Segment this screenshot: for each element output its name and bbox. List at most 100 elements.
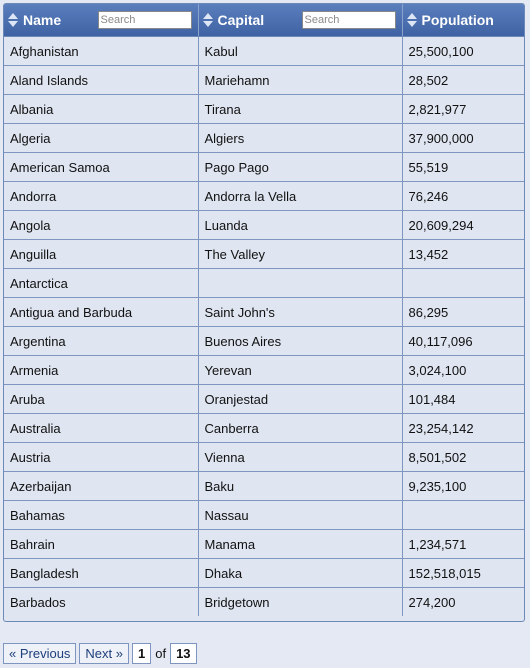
- cell-name: Algeria: [4, 123, 199, 153]
- cell-population: 40,117,096: [402, 326, 524, 356]
- cell-name: Andorra: [4, 181, 199, 211]
- table-row[interactable]: Anguilla The Valley 13,452: [4, 239, 524, 269]
- cell-name: Aland Islands: [4, 65, 199, 95]
- column-label-population[interactable]: Population: [421, 12, 494, 28]
- cell-name: Aruba: [4, 384, 199, 414]
- column-header-population[interactable]: Population: [402, 4, 524, 37]
- cell-name: Afghanistan: [4, 36, 199, 66]
- table-row[interactable]: Algeria Algiers 37,900,000: [4, 123, 524, 153]
- cell-name: Azerbaijan: [4, 471, 199, 501]
- table-row[interactable]: Bangladesh Dhaka 152,518,015: [4, 558, 524, 588]
- cell-capital: Algiers: [198, 123, 403, 153]
- table-row[interactable]: Aland Islands Mariehamn 28,502: [4, 65, 524, 95]
- cell-population: 23,254,142: [402, 413, 524, 443]
- cell-name: Austria: [4, 442, 199, 472]
- column-header-name[interactable]: Name: [4, 4, 199, 37]
- cell-population: 37,900,000: [402, 123, 524, 153]
- cell-population: 25,500,100: [402, 36, 524, 66]
- cell-name: American Samoa: [4, 152, 199, 182]
- table-row[interactable]: Bahamas Nassau: [4, 500, 524, 530]
- sort-updown-icon[interactable]: [406, 13, 417, 27]
- cell-capital: Oranjestad: [198, 384, 403, 414]
- cell-name: Antigua and Barbuda: [4, 297, 199, 327]
- cell-population: 2,821,977: [402, 94, 524, 124]
- table-row[interactable]: Barbados Bridgetown 274,200: [4, 587, 524, 616]
- cell-capital: Andorra la Vella: [198, 181, 403, 211]
- previous-page-button[interactable]: « Previous: [3, 643, 77, 664]
- name-search-input[interactable]: [97, 11, 192, 29]
- cell-capital: [198, 268, 403, 298]
- cell-population: 55,519: [402, 152, 524, 182]
- cell-name: Antarctica: [4, 268, 199, 298]
- next-page-button[interactable]: Next »: [79, 643, 129, 664]
- cell-capital: The Valley: [198, 239, 403, 269]
- cell-population: 152,518,015: [402, 558, 524, 588]
- cell-population: 86,295: [402, 297, 524, 327]
- table-row[interactable]: Antigua and Barbuda Saint John's 86,295: [4, 297, 524, 327]
- cell-capital: Bridgetown: [198, 587, 403, 616]
- cell-population: 28,502: [402, 65, 524, 95]
- cell-capital: Canberra: [198, 413, 403, 443]
- column-label-name[interactable]: Name: [23, 12, 62, 28]
- cell-capital: Vienna: [198, 442, 403, 472]
- cell-population: 8,501,502: [402, 442, 524, 472]
- capital-search-input[interactable]: [301, 11, 396, 29]
- table-row[interactable]: Austria Vienna 8,501,502: [4, 442, 524, 472]
- cell-population: 3,024,100: [402, 355, 524, 385]
- cell-capital: Luanda: [198, 210, 403, 240]
- cell-population: [402, 500, 524, 530]
- cell-capital: Nassau: [198, 500, 403, 530]
- pagination: « Previous Next » 1 of 13: [3, 643, 197, 664]
- cell-capital: Baku: [198, 471, 403, 501]
- table-row[interactable]: Antarctica: [4, 268, 524, 298]
- table-row[interactable]: Afghanistan Kabul 25,500,100: [4, 36, 524, 66]
- table-row[interactable]: Australia Canberra 23,254,142: [4, 413, 524, 443]
- cell-population: 1,234,571: [402, 529, 524, 559]
- cell-name: Barbados: [4, 587, 199, 616]
- sort-updown-icon[interactable]: [8, 13, 18, 27]
- cell-capital: Yerevan: [198, 355, 403, 385]
- cell-population: [402, 268, 524, 298]
- table-row[interactable]: American Samoa Pago Pago 55,519: [4, 152, 524, 182]
- cell-population: 13,452: [402, 239, 524, 269]
- cell-name: Bangladesh: [4, 558, 199, 588]
- table-row[interactable]: Armenia Yerevan 3,024,100: [4, 355, 524, 385]
- table-row[interactable]: Aruba Oranjestad 101,484: [4, 384, 524, 414]
- page-of-label: of: [155, 646, 167, 661]
- cell-population: 20,609,294: [402, 210, 524, 240]
- cell-population: 76,246: [402, 181, 524, 211]
- table-row[interactable]: Bahrain Manama 1,234,571: [4, 529, 524, 559]
- current-page-number[interactable]: 1: [132, 643, 152, 664]
- total-pages-number: 13: [170, 643, 197, 664]
- cell-capital: Saint John's: [198, 297, 403, 327]
- cell-capital: Mariehamn: [198, 65, 403, 95]
- table-row[interactable]: Albania Tirana 2,821,977: [4, 94, 524, 124]
- cell-capital: Manama: [198, 529, 403, 559]
- cell-name: Albania: [4, 94, 199, 124]
- cell-name: Argentina: [4, 326, 199, 356]
- column-header-capital[interactable]: Capital: [198, 4, 403, 37]
- cell-capital: Kabul: [198, 36, 403, 66]
- cell-population: 101,484: [402, 384, 524, 414]
- table-row[interactable]: Andorra Andorra la Vella 76,246: [4, 181, 524, 211]
- column-label-capital[interactable]: Capital: [217, 12, 265, 28]
- cell-name: Anguilla: [4, 239, 199, 269]
- cell-population: 9,235,100: [402, 471, 524, 501]
- cell-capital: Buenos Aires: [198, 326, 403, 356]
- cell-population: 274,200: [408, 594, 456, 610]
- header-row: Name Capital Population: [4, 4, 524, 37]
- country-table: Name Capital Population: [4, 4, 524, 616]
- sort-updown-icon[interactable]: [202, 13, 213, 27]
- data-grid: Name Capital Population: [3, 3, 525, 622]
- cell-name: Angola: [4, 210, 199, 240]
- table-row[interactable]: Argentina Buenos Aires 40,117,096: [4, 326, 524, 356]
- cell-capital: Pago Pago: [198, 152, 403, 182]
- cell-name: Armenia: [4, 355, 199, 385]
- cell-capital: Tirana: [198, 94, 403, 124]
- cell-name: Australia: [4, 413, 199, 443]
- cell-name: Bahamas: [4, 500, 199, 530]
- table-row[interactable]: Azerbaijan Baku 9,235,100: [4, 471, 524, 501]
- table-row[interactable]: Angola Luanda 20,609,294: [4, 210, 524, 240]
- cell-name: Bahrain: [4, 529, 199, 559]
- cell-capital: Dhaka: [198, 558, 403, 588]
